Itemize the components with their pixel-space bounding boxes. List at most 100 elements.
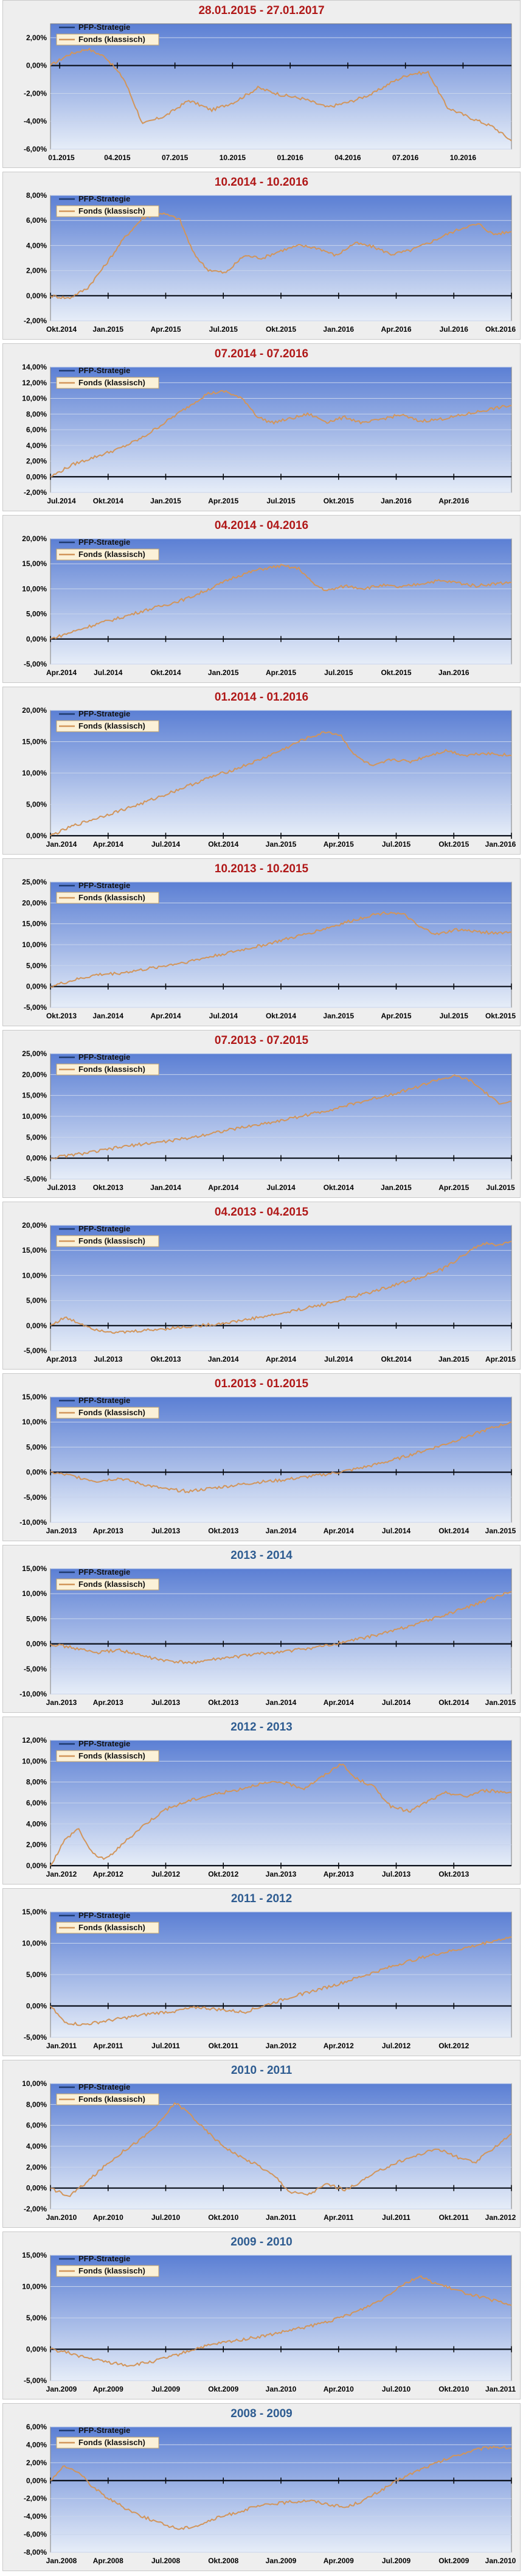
x-tick-label: Jan.2014 (266, 1698, 297, 1707)
legend: PFP-Strategie Fonds (klassisch) (56, 1224, 159, 1247)
x-tick-label: Jul.2011 (151, 2042, 180, 2050)
x-tick-label: Jul.2015 (382, 840, 411, 849)
legend-strategy-label: PFP-Strategie (78, 1396, 130, 1405)
y-tick-label: 6,00% (26, 425, 47, 434)
legend-fonds-label: Fonds (klassisch) (78, 2438, 145, 2447)
y-tick-label: 2,00% (26, 457, 47, 466)
legend: PFP-Strategie Fonds (klassisch) (56, 709, 159, 732)
x-tick-label: Okt.2014 (150, 668, 181, 677)
legend-fonds-box (56, 1063, 159, 1076)
y-tick-label: 5,00% (26, 1133, 47, 1141)
legend: PFP-Strategie Fonds (klassisch) (56, 194, 159, 217)
chart-panel: 07.2013 - 07.2015 -5,00% 0,00% 5,00% 10,00% 1… (2, 1030, 521, 1198)
x-tick-label: Jul.2013 (47, 1183, 76, 1192)
y-tick-label: 10,00% (22, 2283, 47, 2291)
x-tick-label: Jul.2009 (151, 2385, 181, 2393)
x-tick-label: Jan.2012 (46, 1870, 77, 1878)
y-tick-label: 15,00% (22, 1564, 47, 1573)
legend-strategy-label: PFP-Strategie (78, 366, 130, 375)
x-tick-label: Jan.2010 (485, 2557, 516, 2565)
fonds-series-line (50, 1936, 512, 2026)
x-tick-label: Jan.2015 (150, 497, 181, 505)
x-tick-label: Jul.2011 (382, 2213, 410, 2222)
y-tick-label: 5,00% (26, 1297, 47, 1305)
x-tick-label: Jan.2012 (266, 2042, 297, 2050)
x-tick-label: Jul.2014 (94, 668, 123, 677)
x-tick-label: Jul.2014 (324, 1355, 353, 1363)
x-tick-label: Apr.2008 (93, 2557, 123, 2565)
legend: PFP-Strategie Fonds (klassisch) (56, 537, 159, 561)
chart-title: 04.2014 - 04.2016 (214, 519, 309, 532)
chart-title: 2008 - 2009 (230, 2407, 293, 2420)
x-tick-label: Apr.2013 (93, 1527, 123, 1535)
y-tick-label: 4,00% (26, 1819, 47, 1828)
legend-fonds-label: Fonds (klassisch) (78, 721, 145, 730)
y-tick-label: 6,00% (26, 2121, 47, 2130)
x-tick-label: Okt.2010 (438, 2385, 469, 2393)
x-tick-label: Jan.2011 (46, 2042, 77, 2050)
chart-title: 28.01.2015 - 27.01.2017 (198, 4, 325, 17)
y-tick-label: 0,00% (26, 2002, 47, 2011)
y-tick-label: 0,00% (26, 982, 47, 991)
legend: PFP-Strategie Fonds (klassisch) (56, 1396, 159, 1419)
chart-panel: 01.2014 - 01.2016 0,00% 5,00% 10,00% 15,00% 2… (2, 687, 521, 855)
x-tick-label: 04.2016 (334, 153, 361, 162)
x-tick-label: Apr.2015 (150, 325, 181, 334)
y-tick-label: 10,00% (22, 584, 47, 593)
y-tick-label: 20,00% (22, 898, 47, 907)
x-tick-label: Okt.2014 (208, 840, 238, 849)
chart-title: 07.2013 - 07.2015 (214, 1034, 309, 1047)
legend-fonds-box (56, 892, 159, 904)
x-tick-label: Apr.2014 (46, 668, 77, 677)
y-tick-label: 2,00% (26, 33, 47, 42)
x-tick-label: Jan.2008 (46, 2557, 77, 2565)
y-tick-label: 0,00% (26, 1321, 47, 1330)
legend-fonds-box (56, 1235, 159, 1247)
x-tick-label: Jan.2015 (485, 1698, 516, 1707)
x-tick-label: Jan.2014 (150, 1183, 181, 1192)
x-tick-label: Okt.2014 (266, 1012, 296, 1020)
x-tick-label: Jan.2011 (266, 2213, 296, 2222)
y-tick-label: 20,00% (22, 1221, 47, 1230)
x-tick-label: Jan.2014 (46, 840, 77, 849)
x-tick-label: Jan.2013 (46, 1698, 77, 1707)
x-tick-label: Okt.2015 (381, 668, 411, 677)
y-tick-label: 4,00% (26, 241, 47, 250)
y-tick-label: 2,00% (26, 2163, 47, 2171)
y-tick-label: 8,00% (26, 410, 47, 418)
fonds-series-line (50, 1241, 512, 1334)
legend: PFP-Strategie Fonds (klassisch) (56, 1052, 159, 1076)
y-tick-label: 15,00% (22, 920, 47, 928)
legend-fonds-label: Fonds (klassisch) (78, 1923, 145, 1932)
chart-title: 2013 - 2014 (230, 1549, 293, 1562)
legend-fonds-label: Fonds (klassisch) (78, 550, 145, 559)
x-tick-label: Jan.2010 (46, 2213, 77, 2222)
y-tick-label: 4,00% (26, 2440, 47, 2449)
x-tick-label: Jul.2013 (151, 1698, 181, 1707)
x-tick-label: Jan.2015 (438, 1355, 469, 1363)
fonds-series-line (50, 1763, 512, 1866)
fonds-series-line (50, 1074, 512, 1160)
legend-strategy-label: PFP-Strategie (78, 1224, 130, 1233)
x-tick-label: Apr.2015 (266, 668, 296, 677)
x-tick-label: 07.2016 (392, 153, 419, 162)
chart-svg: -5,00% 0,00% 5,00% 10,00% 15,00% 20,00% Apr.20… (22, 534, 512, 677)
x-tick-label: Apr.2015 (438, 1183, 469, 1192)
fonds-series-line (50, 2102, 512, 2197)
x-tick-label: 01.2016 (277, 153, 303, 162)
y-tick-label: 6,00% (26, 1799, 47, 1807)
legend-strategy-label: PFP-Strategie (78, 881, 130, 890)
legend-strategy-label: PFP-Strategie (78, 2254, 130, 2263)
x-tick-label: 01.2015 (48, 153, 75, 162)
y-tick-label: -5,00% (24, 2033, 47, 2042)
x-tick-label: Apr.2010 (93, 2213, 123, 2222)
x-tick-label: Okt.2011 (439, 2213, 469, 2222)
legend-fonds-label: Fonds (klassisch) (78, 893, 145, 902)
chart-panel: 07.2014 - 07.2016 -2,00% 0,00% 2,00% 4,00% 6,… (2, 343, 521, 511)
legend-strategy-label: PFP-Strategie (78, 194, 130, 203)
y-tick-label: -5,00% (24, 1346, 47, 1355)
y-tick-label: -10,00% (19, 1518, 47, 1527)
x-tick-label: Jan.2015 (266, 840, 297, 849)
x-tick-label: Okt.2011 (209, 2042, 239, 2050)
legend-strategy-label: PFP-Strategie (78, 1567, 130, 1577)
